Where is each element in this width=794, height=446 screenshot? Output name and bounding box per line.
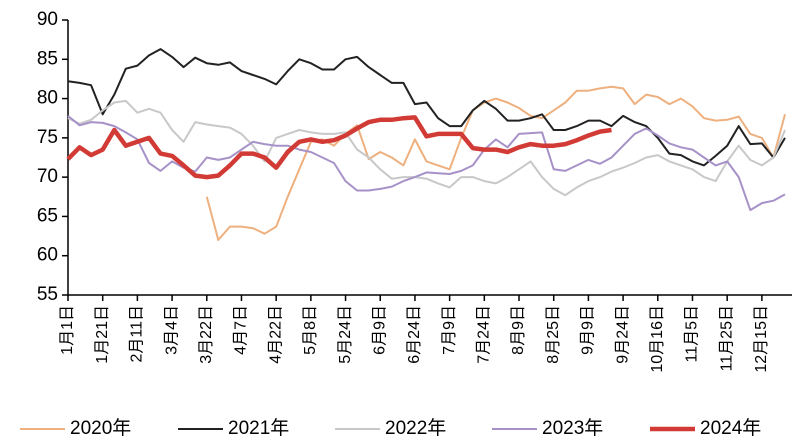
x-tick-label: 6月24日 [406,305,423,364]
legend-item: 2023年 [492,417,603,439]
y-tick-label: 60 [37,245,58,266]
legend-item: 2022年 [335,417,446,439]
y-tick-label: 80 [37,88,58,109]
y-tick-label: 85 [37,48,58,69]
x-tick-label: 1月1日 [59,305,76,355]
x-tick-label: 8月25日 [545,305,562,364]
y-tick-label: 65 [37,205,58,226]
series-line [67,115,786,212]
x-tick-label: 6月9日 [371,305,388,355]
series-line [67,48,786,167]
x-tick-label: 3月4日 [163,305,180,355]
x-tick-label: 4月7日 [233,305,250,355]
legend-label: 2022年 [385,417,446,439]
x-tick-label: 10月16日 [649,305,666,373]
x-tick-label: 5月8日 [302,305,319,355]
x-tick-label: 11月25日 [718,305,735,371]
x-tick-label: 2月11日 [129,305,146,363]
y-tick-label: 70 [37,166,58,187]
x-tick-label: 12月15日 [753,305,770,373]
legend-label: 2023年 [542,417,603,439]
legend-label: 2024年 [700,417,761,439]
legend-label: 2021年 [228,417,289,439]
x-tick-label: 8月9日 [510,305,527,355]
x-tick-label: 9月24日 [614,305,631,364]
legend-item: 2024年 [650,417,761,439]
x-tick-label: 1月21日 [94,305,111,364]
y-tick-label: 90 [37,9,58,30]
y-tick-label: 75 [37,127,58,148]
x-tick-label: 4月22日 [267,305,284,364]
x-tick-label: 5月24日 [337,305,354,364]
x-tick-label: 7月9日 [441,305,458,355]
legend-item: 2021年 [178,417,289,439]
series-line [205,85,786,241]
x-tick-label: 3月22日 [198,305,215,364]
series-line [66,115,612,180]
x-tick-label: 7月24日 [476,305,493,364]
legend-item: 2020年 [20,417,131,439]
series-line [67,99,786,197]
y-tick-label: 55 [37,284,58,305]
x-tick-label: 11月5日 [684,305,701,363]
x-tick-label: 9月9日 [580,305,597,355]
legend-label: 2020年 [70,417,131,439]
